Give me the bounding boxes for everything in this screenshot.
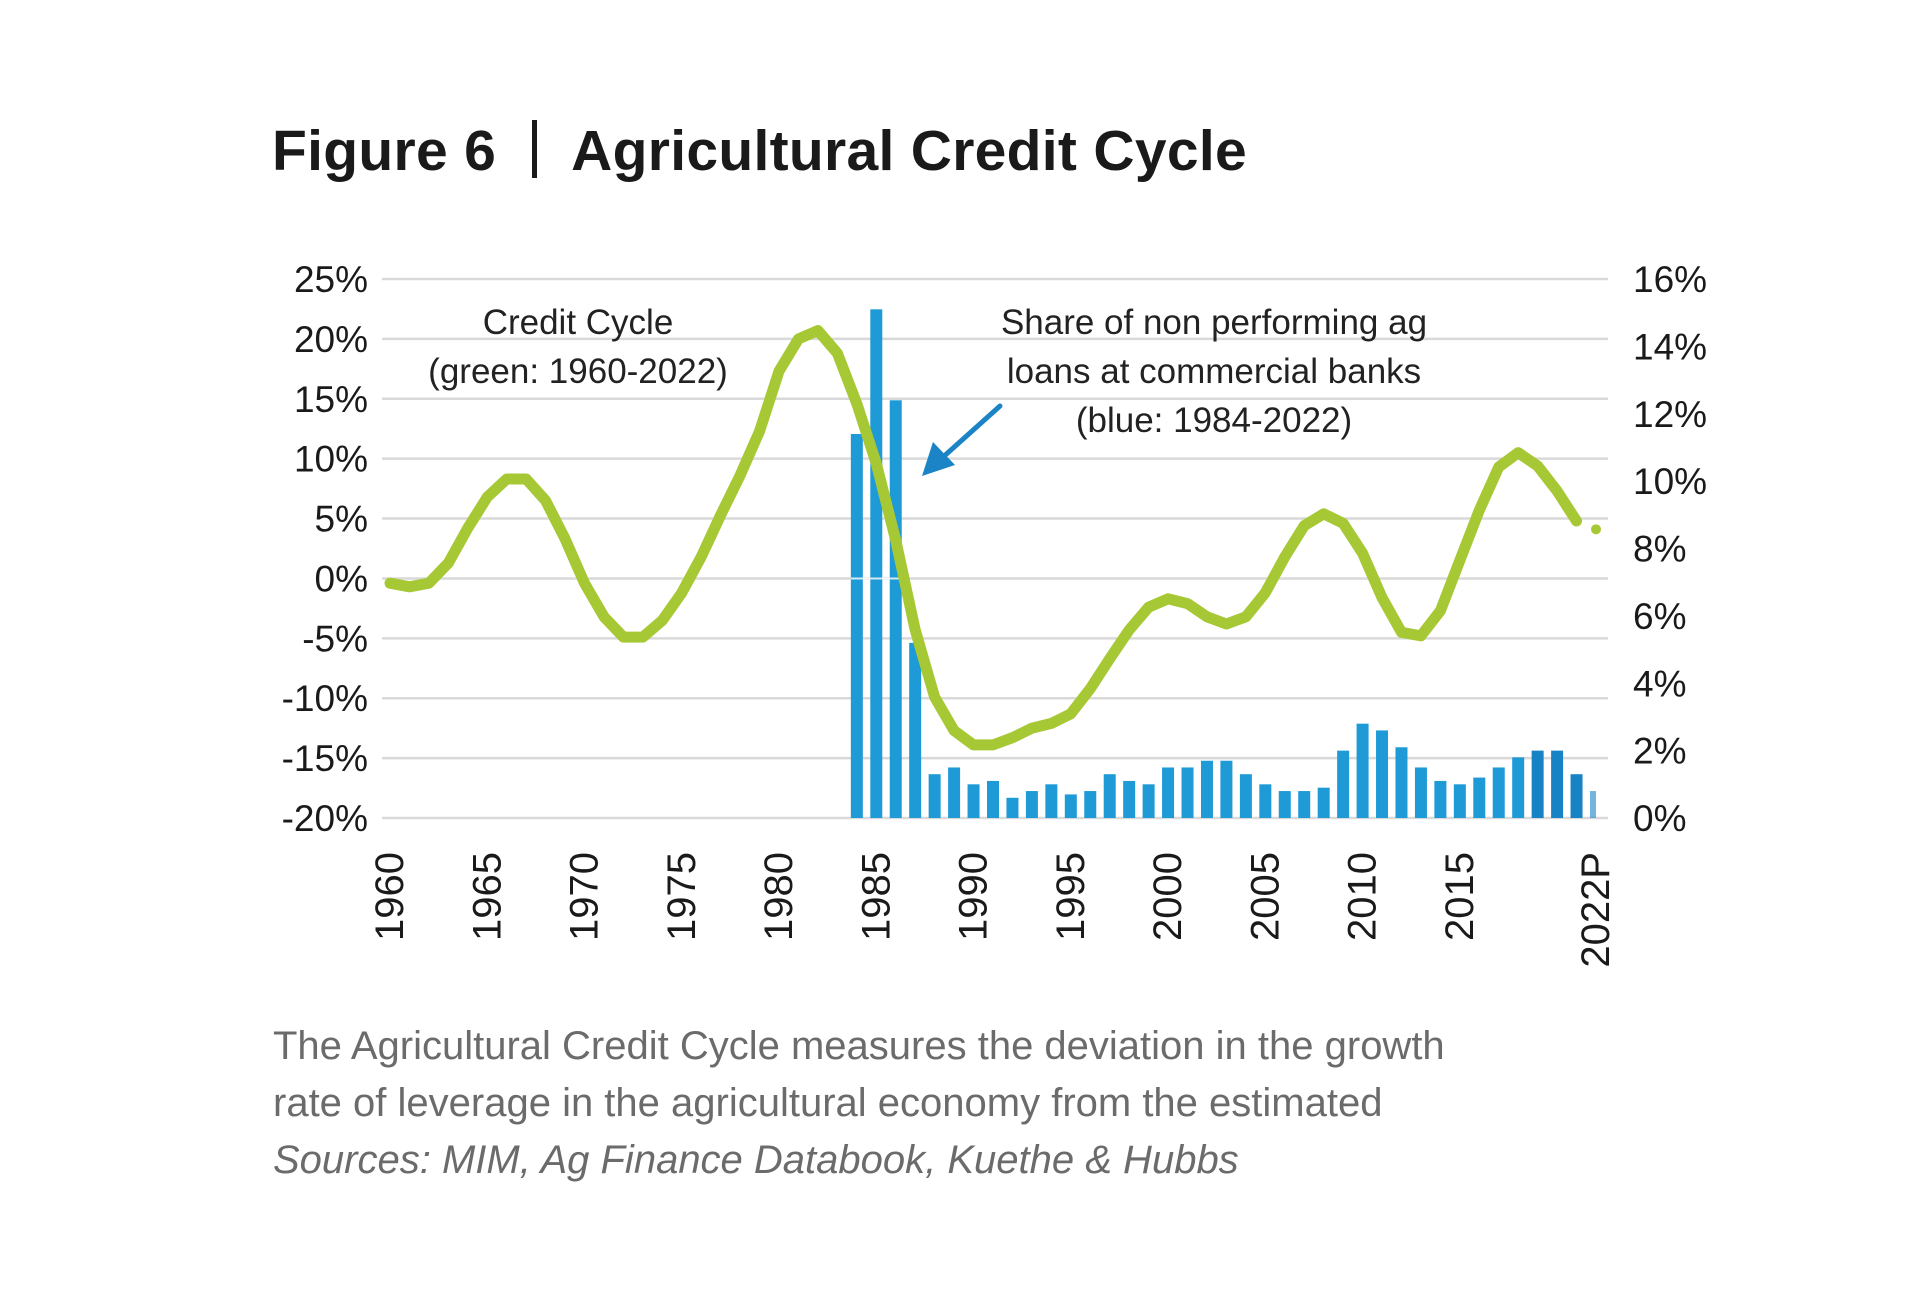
bar-2021: [1570, 774, 1583, 818]
x-tick-label: 1990: [952, 852, 996, 941]
bar-1994: [1045, 784, 1058, 818]
x-tick-label: 2015: [1438, 852, 1482, 941]
bar-1987: [909, 642, 922, 818]
bar-2016: [1473, 777, 1486, 818]
bar-2012: [1395, 747, 1408, 818]
title-divider: [532, 120, 538, 178]
bar-2002: [1200, 760, 1213, 818]
credit-cycle-line: [384, 325, 1582, 751]
right-tick-label: 6%: [1633, 596, 1686, 637]
x-tick-label: 1980: [757, 852, 801, 941]
bar-2014: [1434, 780, 1447, 818]
annotations: Credit Cycle (green: 1960-2022) Share of…: [428, 303, 1427, 476]
bar-1997: [1103, 774, 1116, 818]
gridlines: [382, 277, 1608, 820]
bar-2004: [1239, 774, 1252, 818]
bar-1993: [1025, 791, 1038, 818]
left-tick-label: -15%: [282, 738, 368, 779]
left-tick-label: -5%: [302, 618, 368, 659]
left-tick-label: 25%: [294, 259, 368, 300]
bar-2020: [1551, 750, 1564, 818]
bar-1985: [870, 309, 883, 818]
right-tick-label: 2%: [1633, 731, 1686, 772]
figure-title-text: Agricultural Credit Cycle: [571, 119, 1247, 183]
bar-2011: [1376, 730, 1389, 818]
figure-title: Figure 6 Agricultural Credit Cycle: [272, 118, 1247, 184]
bar-2019: [1531, 750, 1544, 818]
bar-1989: [948, 767, 961, 818]
right-tick-label: 4%: [1633, 663, 1686, 704]
credit-cycle-line-group: [384, 325, 1601, 751]
bar-2000: [1162, 767, 1175, 818]
bar-2008: [1317, 787, 1330, 818]
left-tick-label: 10%: [294, 439, 368, 480]
x-tick-label: 1995: [1049, 852, 1093, 941]
bar-1999: [1142, 784, 1155, 818]
bar-2003: [1220, 760, 1233, 818]
right-tick-label: 8%: [1633, 529, 1686, 570]
bar-1990: [967, 784, 980, 818]
left-tick-label: -10%: [282, 678, 368, 719]
bar-1986: [889, 400, 902, 818]
bar-1998: [1123, 780, 1136, 818]
right-tick-label: 10%: [1633, 461, 1707, 502]
bar-2022: [1590, 791, 1596, 818]
credit-cycle-chart: 25% 20% 15% 10% 5% 0% -5% -10% -15% -20% 16% 14% 12…: [282, 259, 1707, 968]
green-label-line-1: Credit Cycle: [483, 303, 674, 342]
left-axis-ticks: 25% 20% 15% 10% 5% 0% -5% -10% -15% -20%: [282, 259, 368, 839]
blue-label-line-2: loans at commercial banks: [1007, 352, 1421, 391]
x-tick-label: 1970: [563, 852, 607, 941]
bar-1991: [987, 780, 999, 818]
x-tick-label: 1975: [660, 852, 704, 941]
figure-caption: The Agricultural Credit Cycle measures t…: [273, 1018, 1445, 1189]
bar-2009: [1337, 750, 1350, 818]
bar-2013: [1414, 767, 1427, 818]
arrow-icon: [922, 403, 1003, 476]
x-tick-label: 2005: [1243, 852, 1287, 941]
x-tick-label: 2022P: [1574, 852, 1618, 968]
right-axis-ticks: 16% 14% 12% 10% 8% 6% 4% 2% 0%: [1633, 259, 1707, 839]
bar-2017: [1492, 767, 1505, 818]
figure-label: Figure 6: [272, 119, 497, 183]
bar-2006: [1278, 791, 1291, 818]
bar-2018: [1512, 757, 1525, 818]
bar-2001: [1181, 767, 1194, 818]
right-tick-label: 16%: [1633, 259, 1707, 300]
line-point-2022: [1591, 524, 1601, 535]
x-axis-ticks: 1960 1965 1970 1975 1980 1985 1990 1995 2000 2005…: [368, 852, 1618, 968]
npl-bars: [850, 309, 1596, 818]
bar-2010: [1356, 723, 1369, 818]
x-tick-label: 2000: [1146, 852, 1190, 941]
bar-2005: [1259, 784, 1272, 818]
blue-label-line-3: (blue: 1984-2022): [1076, 401, 1352, 440]
bar-2007: [1298, 791, 1311, 818]
left-tick-label: 20%: [294, 319, 368, 360]
x-tick-label: 1985: [854, 852, 898, 941]
caption-line-1: The Agricultural Credit Cycle measures t…: [273, 1024, 1445, 1068]
caption-sources: Sources: MIM, Ag Finance Databook, Kueth…: [273, 1138, 1239, 1182]
bar-1992: [1006, 797, 1019, 818]
left-tick-label: 5%: [315, 499, 368, 540]
right-tick-label: 0%: [1633, 798, 1686, 839]
x-tick-label: 2010: [1341, 852, 1385, 941]
left-tick-label: 0%: [315, 558, 368, 599]
bar-1984: [850, 433, 863, 818]
bar-1988: [928, 774, 941, 818]
x-tick-label: 1965: [465, 852, 509, 941]
x-tick-label: 1960: [368, 852, 412, 941]
blue-label-line-1: Share of non performing ag: [1001, 303, 1427, 342]
right-tick-label: 14%: [1633, 326, 1707, 367]
right-tick-label: 12%: [1633, 394, 1707, 435]
green-label-line-2: (green: 1960-2022): [428, 352, 728, 391]
bar-1996: [1084, 791, 1097, 818]
left-tick-label: 15%: [294, 379, 368, 420]
left-tick-label: -20%: [282, 798, 368, 839]
bar-2015: [1453, 784, 1466, 818]
bar-1995: [1064, 794, 1077, 818]
caption-line-2: rate of leverage in the agricultural eco…: [273, 1081, 1383, 1125]
